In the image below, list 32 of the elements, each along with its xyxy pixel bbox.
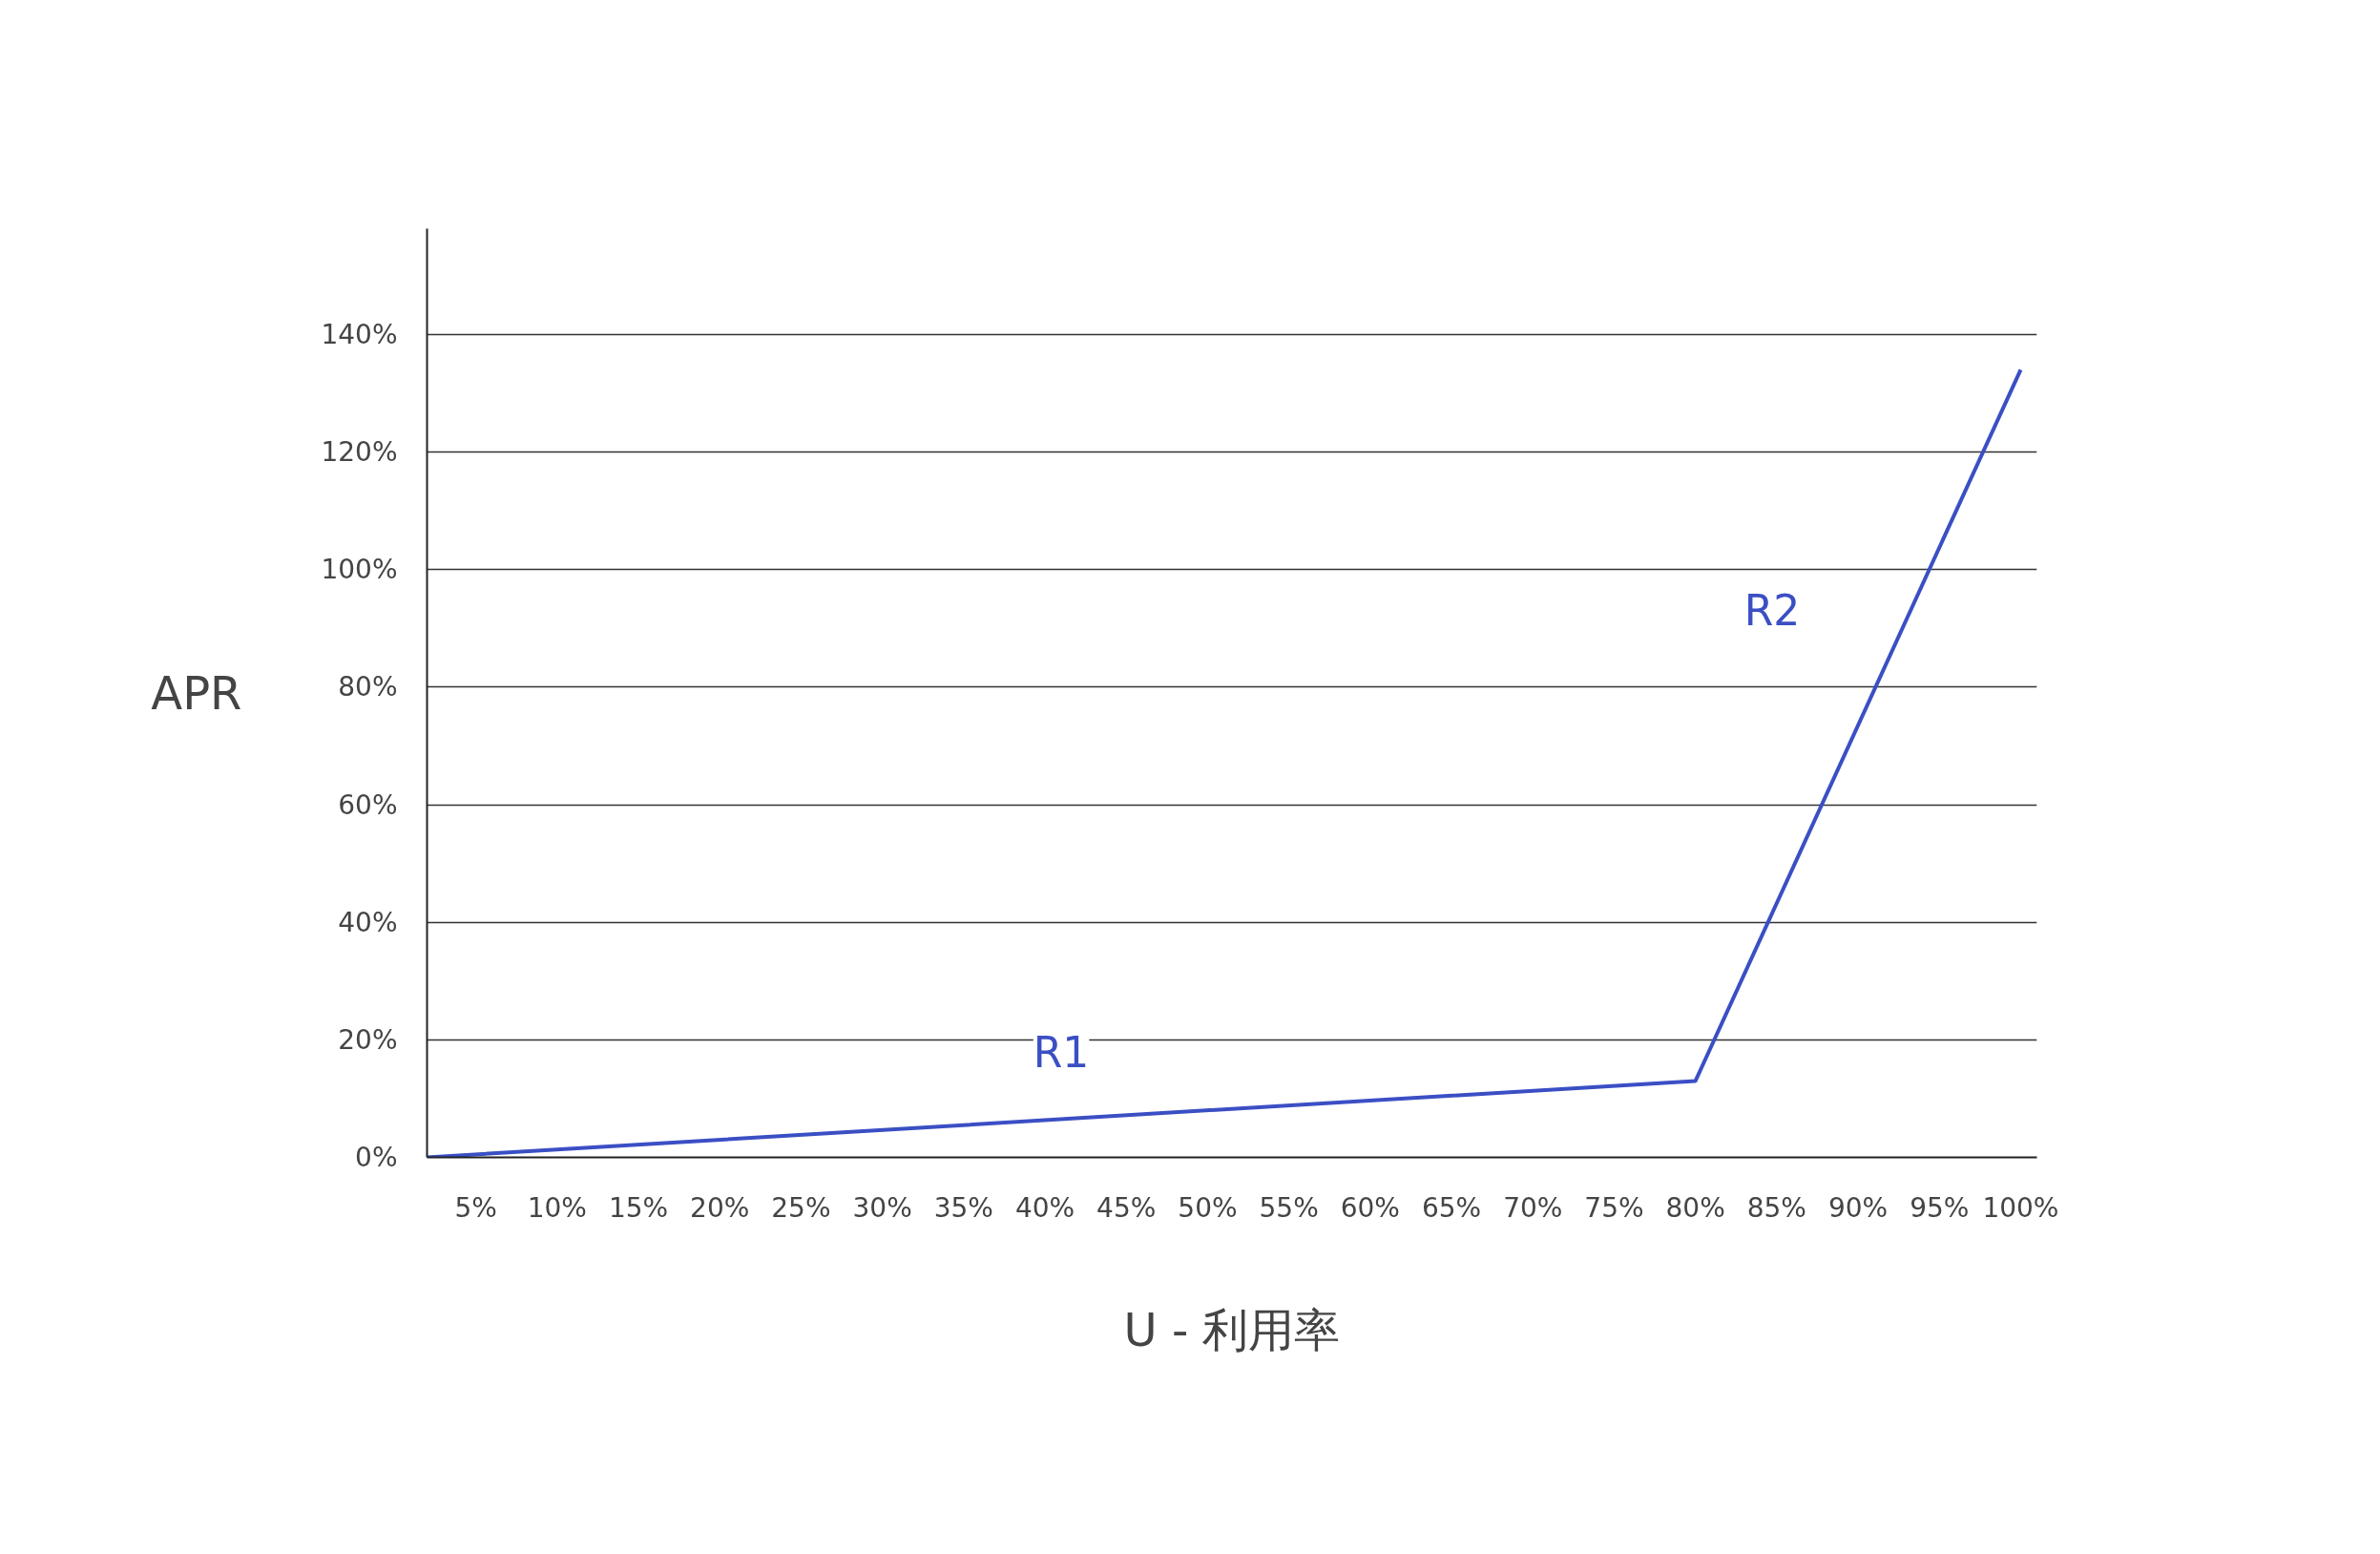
y-tick-label: 0% [355,1142,398,1173]
x-tick-label: 65% [1421,1191,1482,1224]
x-tick-label: 20% [690,1191,750,1224]
y-tick-label: 40% [338,906,398,938]
x-tick-label: 30% [852,1191,912,1224]
x-tick-label: 75% [1584,1191,1644,1224]
x-tick-label: 45% [1096,1191,1157,1224]
x-tick-label: 95% [1910,1191,1970,1224]
x-tick-label: 25% [771,1191,831,1224]
x-tick-label: 50% [1178,1191,1238,1224]
y-axis-title: APR [151,666,242,720]
x-tick-label: 5% [454,1191,497,1224]
x-tick-label: 15% [608,1191,669,1224]
y-tick-label: 100% [321,554,398,586]
annotation: R1 [1033,1027,1090,1077]
x-tick-label: 55% [1259,1191,1319,1224]
y-tick-label: 60% [338,788,398,821]
annotation: R2 [1743,586,1801,636]
x-tick-label: 100% [1982,1191,2059,1224]
x-axis-title: U - 利用率 [1123,1302,1341,1356]
x-tick-label: 35% [933,1191,993,1224]
x-tick-label: 80% [1665,1191,1725,1224]
x-tick-label: 60% [1340,1191,1400,1224]
x-tick-label: 90% [1827,1191,1889,1224]
x-tick-label: 40% [1014,1191,1075,1224]
y-tick-label: 140% [321,318,398,350]
x-tick-label: 10% [527,1191,587,1224]
y-tick-label: 120% [321,436,398,469]
x-tick-label: 85% [1746,1191,1806,1224]
x-tick-label: 70% [1503,1191,1563,1224]
y-tick-label: 20% [338,1023,398,1056]
y-tick-label: 80% [338,671,398,704]
